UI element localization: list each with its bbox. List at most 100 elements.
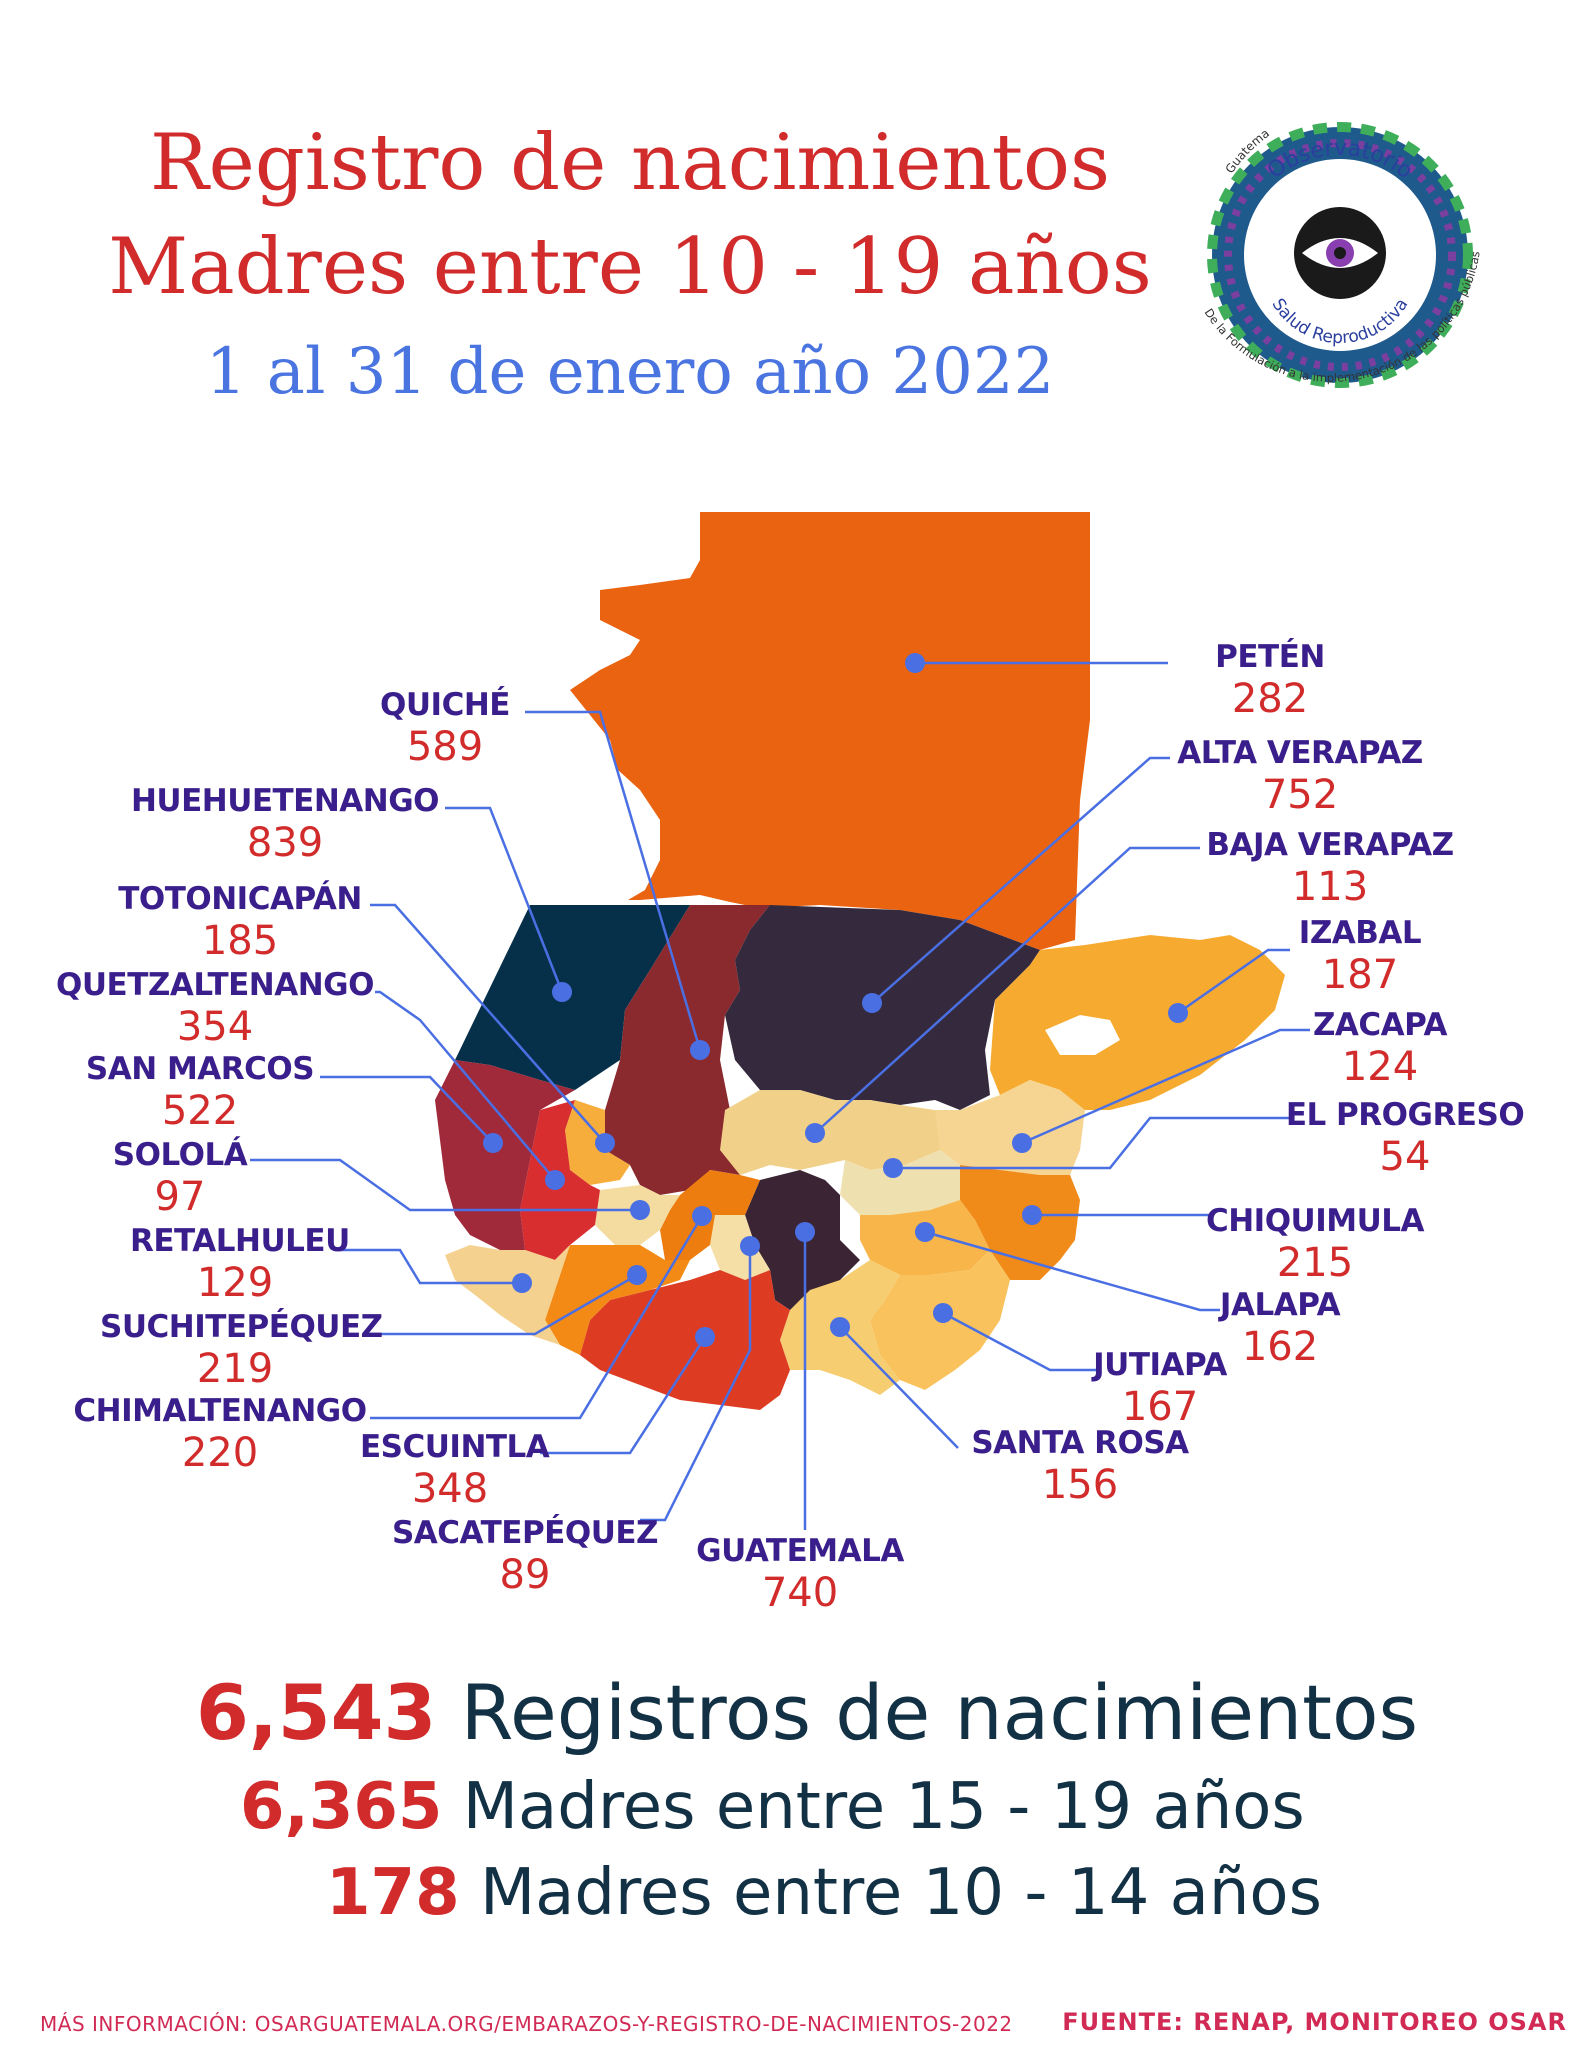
region-huehuetenango [455, 905, 690, 1090]
label-guatemala: GUATEMALA 740 [690, 1533, 910, 1616]
label-solola: SOLOLÁ 97 [110, 1137, 250, 1220]
location-dots [483, 653, 1188, 1347]
label-chiquimula: CHIQUIMULA 215 [1200, 1206, 1430, 1286]
label-quetzaltenango-name: QUETZALTENANGO [56, 967, 374, 1003]
label-totonicapan: TOTONICAPÁN 185 [110, 881, 370, 962]
location-dot-escuintla [695, 1327, 715, 1347]
leader-line-chimaltenango [370, 1215, 704, 1420]
location-dot-chimaltenango [692, 1206, 712, 1226]
footer-source: FUENTE: RENAP, MONITOREO OSAR [1062, 2008, 1567, 2036]
region-zacapa [935, 1080, 1085, 1175]
label-suchitepequez-name: SUCHITEPÉQUEZ [100, 1309, 383, 1345]
location-dot-baja-verapaz [805, 1123, 825, 1143]
summary-15-19-number: 6,365 [240, 1770, 443, 1844]
location-dot-peten [905, 653, 925, 673]
region-chiquimula [960, 1165, 1080, 1280]
observatorio-logo: Observatorio Salud Reproductiva Guatemal… [1180, 95, 1483, 388]
subtitle: 1 al 31 de enero año 2022 [205, 335, 1055, 409]
location-dot-sacatepequez [740, 1236, 760, 1256]
leader-line-san-marcos [320, 1075, 494, 1144]
label-santa-rosa-name: SANTA ROSA [971, 1425, 1189, 1461]
label-el-progreso-name: EL PROGRESO [1285, 1097, 1525, 1133]
leader-line-santa-rosa [839, 1326, 959, 1449]
region-peten [570, 512, 1090, 950]
label-san-marcos: SAN MARCOS 522 [80, 1051, 320, 1134]
leader-line-alta-verapaz [871, 756, 1170, 1004]
leader-line-retalhuleu [340, 1248, 522, 1285]
region-sacatepequez [710, 1215, 770, 1280]
summary-15-19-text: Madres entre 15 - 19 años [462, 1770, 1305, 1844]
leader-line-solola [250, 1158, 640, 1212]
label-chimaltenango: CHIMALTENANGO 220 [70, 1393, 370, 1476]
label-santa-rosa: SANTA ROSA 156 [960, 1425, 1200, 1508]
label-escuintla: ESCUINTLA 348 [360, 1432, 550, 1510]
leader-line-jutiapa [942, 1311, 1098, 1372]
region-san-marcos [435, 1060, 575, 1250]
label-retalhuleu-name: RETALHULEU [130, 1223, 350, 1259]
footer-more-info-link[interactable]: MÁS INFORMACIÓN: OSARGUATEMALA.ORG/EMBAR… [40, 2012, 1013, 2036]
label-jutiapa-name: JUTIAPA [1093, 1347, 1227, 1383]
region-el-progreso [840, 1150, 960, 1215]
label-quetzaltenango-value: 354 [176, 1004, 254, 1050]
leader-line-baja-verapaz [814, 846, 1200, 1134]
label-totonicapan-name: TOTONICAPÁN [118, 881, 362, 917]
location-dot-jutiapa [933, 1303, 953, 1323]
location-dot-chiquimula [1022, 1205, 1042, 1225]
label-sacatepequez-value: 89 [499, 1552, 551, 1598]
label-jalapa-value: 162 [1241, 1324, 1319, 1370]
label-solola-value: 97 [154, 1174, 206, 1220]
location-dot-san-marcos [483, 1133, 503, 1153]
label-peten-name: PETÉN [1215, 639, 1325, 675]
location-dot-alta-verapaz [862, 993, 882, 1013]
label-sacatepequez-name: SACATEPÉQUEZ [391, 1515, 659, 1551]
label-suchitepequez-value: 219 [196, 1346, 274, 1392]
location-dot-santa-rosa [830, 1317, 850, 1337]
logo-woven-ring [1207, 122, 1473, 388]
label-huehuetenango: HUEHUETENANGO 839 [130, 783, 440, 864]
label-quetzaltenango: QUETZALTENANGO 354 [50, 967, 380, 1050]
label-san-marcos-name: SAN MARCOS [85, 1051, 315, 1087]
label-chimaltenango-name: CHIMALTENANGO [73, 1393, 367, 1429]
location-dot-huehuetenango [552, 982, 572, 1002]
location-dot-izabal [1168, 1003, 1188, 1023]
region-izabal [990, 935, 1285, 1110]
label-jalapa: JALAPA 162 [1200, 1290, 1360, 1370]
label-retalhuleu: RETALHULEU 129 [130, 1223, 350, 1304]
label-el-progreso-value: 54 [1379, 1134, 1431, 1180]
department-regions [435, 512, 1285, 1410]
label-baja-verapaz: BAJA VERAPAZ 113 [1200, 830, 1460, 908]
label-quiche: QUICHÉ 589 [370, 690, 520, 768]
leader-line-escuintla [540, 1336, 707, 1455]
label-jutiapa-value: 167 [1121, 1384, 1199, 1430]
label-guatemala-value: 740 [761, 1570, 839, 1616]
region-retalhuleu [445, 1245, 570, 1345]
label-chiquimula-value: 215 [1276, 1240, 1354, 1286]
location-dot-el-progreso [883, 1158, 903, 1178]
region-izabal-lake [1045, 1015, 1120, 1055]
label-zacapa-value: 124 [1341, 1044, 1419, 1090]
label-jutiapa: JUTIAPA 167 [1090, 1347, 1230, 1430]
title-line-1: Registro de nacimientos [149, 118, 1111, 208]
label-solola-name: SOLOLÁ [112, 1137, 248, 1173]
leader-line-totonicapan [370, 903, 606, 1144]
label-zacapa-name: ZACAPA [1312, 1007, 1448, 1043]
eye-icon [1294, 207, 1386, 299]
summary-total-number: 6,543 [196, 1668, 437, 1757]
summary-10-14-text: Madres entre 10 - 14 años [479, 1856, 1322, 1930]
label-guatemala-name: GUATEMALA [696, 1533, 904, 1569]
label-huehuetenango-name: HUEHUETENANGO [130, 783, 440, 819]
title-line-2: Madres entre 10 - 19 años [108, 222, 1152, 312]
label-zacapa: ZACAPA 124 [1300, 1007, 1460, 1090]
label-santa-rosa-value: 156 [1041, 1462, 1119, 1508]
region-baja-verapaz [720, 1090, 960, 1175]
label-san-marcos-value: 522 [161, 1088, 239, 1134]
location-dot-totonicapan [595, 1133, 615, 1153]
leader-line-izabal [1177, 948, 1290, 1015]
label-chimaltenango-value: 220 [181, 1430, 259, 1476]
label-peten-value: 282 [1231, 676, 1309, 722]
label-alta-verapaz-name: ALTA VERAPAZ [1177, 735, 1423, 771]
summary-10-14-number: 178 [326, 1856, 460, 1930]
region-suchitepequez [545, 1245, 690, 1355]
location-dot-quetzaltenango [545, 1170, 565, 1190]
